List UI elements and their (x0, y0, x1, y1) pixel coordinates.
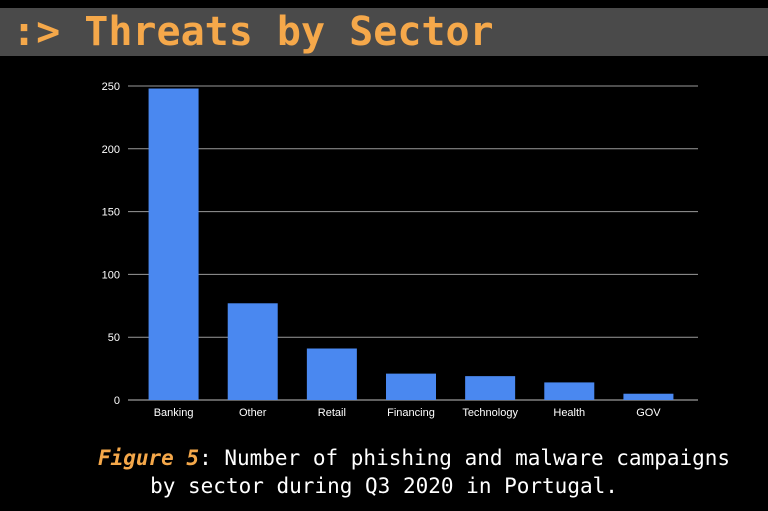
bar-technology (465, 376, 516, 400)
bar-other (227, 303, 278, 400)
caption-line-2: by sector during Q3 2020 in Portugal. (150, 474, 618, 498)
bar-financing (386, 373, 436, 400)
x-tick-label-health: Health (553, 407, 585, 419)
y-tick-label: 100 (102, 269, 120, 281)
bar-chart: 0 50 100 150 200 250 Banking Other Retail Financ… (102, 81, 698, 419)
bar-gov (623, 393, 674, 400)
x-tick-label-retail: Retail (318, 407, 346, 419)
y-tick-label: 150 (102, 207, 120, 219)
bars (148, 88, 674, 401)
x-axis-ticks: Banking Other Retail Financing Technology Hea… (154, 407, 662, 419)
title-bar: :> Threats by Sector (0, 8, 768, 56)
x-tick-label-technology: Technology (462, 407, 518, 419)
figure-label: Figure 5 (97, 446, 200, 470)
figure-caption: Figure 5: Number of phishing and malware… (0, 444, 768, 500)
y-tick-label: 250 (102, 81, 120, 93)
caption-line-1: Figure 5: Number of phishing and malware… (0, 444, 768, 472)
x-tick-label-other: Other (239, 407, 267, 419)
page-title: :> Threats by Sector (12, 9, 494, 55)
caption-text-1: : Number of phishing and malware campaig… (199, 446, 731, 470)
bar-banking (148, 88, 199, 401)
y-tick-label: 50 (108, 332, 120, 344)
x-tick-label-banking: Banking (154, 407, 194, 419)
x-tick-label-financing: Financing (387, 407, 435, 419)
gridlines (128, 85, 698, 401)
y-tick-label: 200 (102, 144, 120, 156)
bar-retail (306, 348, 357, 400)
x-tick-label-gov: GOV (636, 407, 661, 419)
y-axis-ticks: 0 50 100 150 200 250 (102, 81, 120, 407)
bar-health (544, 382, 595, 400)
y-tick-label: 0 (114, 395, 120, 407)
